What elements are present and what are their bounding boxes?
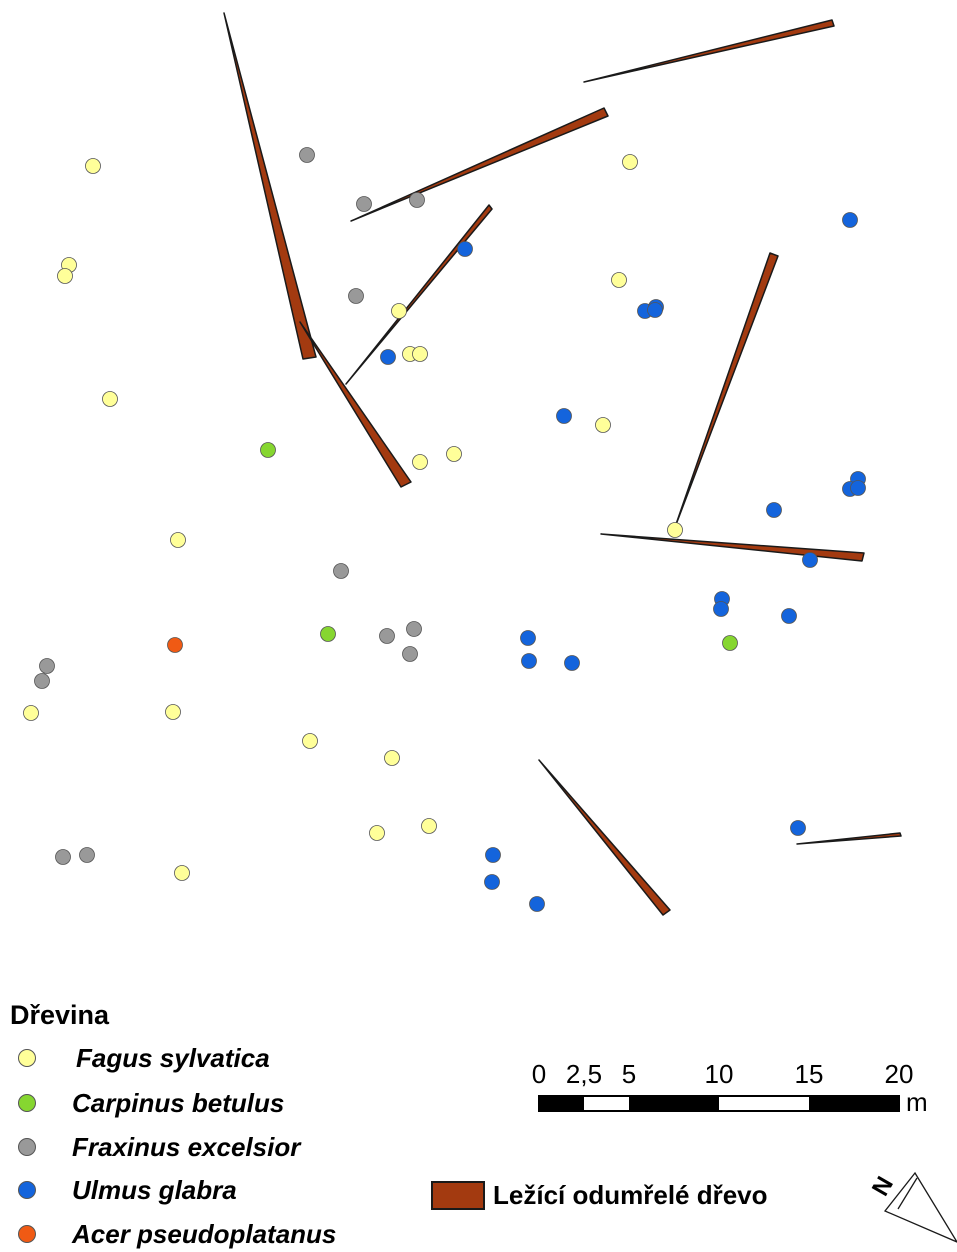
tree-point-fagus: [369, 825, 385, 841]
scale-unit-label: m: [906, 1087, 928, 1117]
tree-point-carpinus: [722, 635, 738, 651]
tree-point-fagus: [23, 705, 39, 721]
scale-bar-segment: [584, 1096, 629, 1111]
tree-point-fagus: [384, 750, 400, 766]
scale-bar-segment: [629, 1096, 719, 1111]
deadwood-swatch-icon: [431, 1181, 485, 1210]
tree-point-fraxinus: [356, 196, 372, 212]
tree-point-ulmus: [766, 502, 782, 518]
deadwood-log: [350, 107, 609, 222]
fagus-swatch-icon: [18, 1049, 36, 1067]
deadwood-log: [223, 12, 317, 360]
tree-point-fraxinus: [409, 192, 425, 208]
tree-point-fraxinus: [34, 673, 50, 689]
tree-point-fraxinus: [402, 646, 418, 662]
deadwood-label: Ležící odumřelé dřevo: [493, 1180, 768, 1210]
tree-point-ulmus: [380, 349, 396, 365]
legend-label: Acer pseudoplatanus: [72, 1218, 337, 1249]
tree-point-ulmus: [529, 896, 545, 912]
tree-point-fagus: [446, 446, 462, 462]
tree-point-fraxinus: [39, 658, 55, 674]
tree-point-carpinus: [320, 626, 336, 642]
tree-point-fagus: [667, 522, 683, 538]
scale-bar-segment: [809, 1096, 899, 1111]
tree-point-ulmus: [713, 601, 729, 617]
tree-point-fagus: [102, 391, 118, 407]
tree-point-ulmus: [564, 655, 580, 671]
tree-point-fagus: [595, 417, 611, 433]
acer-swatch-icon: [18, 1225, 36, 1243]
tree-point-fagus: [174, 865, 190, 881]
tree-point-ulmus: [457, 241, 473, 257]
scale-tick-label: 0: [532, 1059, 546, 1089]
north-label: N: [867, 1172, 899, 1201]
legend-label: Fagus sylvatica: [76, 1042, 270, 1073]
legend-label: Fraxinus excelsior: [72, 1131, 301, 1162]
tree-point-fraxinus: [55, 849, 71, 865]
ulmus-swatch-icon: [18, 1181, 36, 1199]
deadwood-log: [583, 19, 835, 83]
legend-label: Ulmus glabra: [72, 1174, 237, 1205]
legend-item-acer: Acer pseudoplatanus: [18, 1218, 336, 1250]
tree-point-fagus: [412, 346, 428, 362]
fraxinus-swatch-icon: [18, 1138, 36, 1156]
tree-point-fraxinus: [333, 563, 349, 579]
tree-point-ulmus: [521, 653, 537, 669]
legend-label: Carpinus betulus: [72, 1087, 285, 1118]
tree-point-ulmus: [556, 408, 572, 424]
tree-point-ulmus: [802, 552, 818, 568]
legend-item-deadwood: Ležící odumřelé dřevo: [431, 1180, 768, 1211]
scale-bar-segment: [539, 1096, 584, 1111]
tree-point-fagus: [622, 154, 638, 170]
legend-item-fagus: Fagus sylvatica: [18, 1042, 270, 1074]
tree-point-ulmus: [485, 847, 501, 863]
tree-point-carpinus: [260, 442, 276, 458]
legend-item-ulmus: Ulmus glabra: [18, 1174, 237, 1206]
deadwood-log: [345, 204, 493, 385]
deadwood-log: [600, 533, 865, 562]
tree-point-fagus: [302, 733, 318, 749]
legend-title: Dřevina: [10, 1000, 110, 1030]
tree-point-ulmus: [842, 212, 858, 228]
deadwood-log: [538, 759, 671, 916]
tree-point-fraxinus: [348, 288, 364, 304]
tree-points-layer: [23, 147, 866, 912]
tree-point-ulmus: [647, 302, 663, 318]
tree-point-fraxinus: [79, 847, 95, 863]
scale-bar: 0 2,5 5 10 15 20m: [532, 1059, 928, 1117]
tree-point-ulmus: [520, 630, 536, 646]
scale-bar-segment: [719, 1096, 809, 1111]
deadwood-log: [673, 252, 779, 531]
tree-point-fraxinus: [379, 628, 395, 644]
tree-point-fagus: [611, 272, 627, 288]
tree-point-fagus: [421, 818, 437, 834]
legend-item-carpinus: Carpinus betulus: [18, 1087, 284, 1119]
tree-point-ulmus: [484, 874, 500, 890]
scale-tick-label: 20: [885, 1059, 914, 1089]
tree-point-fagus: [391, 303, 407, 319]
scale-tick-label: 10: [705, 1059, 734, 1089]
deadwood-log: [796, 832, 902, 845]
tree-point-ulmus: [781, 608, 797, 624]
tree-point-fagus: [57, 268, 73, 284]
carpinus-swatch-icon: [18, 1094, 36, 1112]
deadwood-log: [299, 321, 412, 488]
scale-tick-label: 15: [795, 1059, 824, 1089]
legend-item-fraxinus: Fraxinus excelsior: [18, 1131, 300, 1163]
tree-point-fagus: [412, 454, 428, 470]
deadwood-layer: [223, 12, 902, 916]
tree-point-acer: [167, 637, 183, 653]
scale-tick-label: 5: [622, 1059, 636, 1089]
scale-tick-label: 2,5: [566, 1059, 602, 1089]
tree-point-fagus: [165, 704, 181, 720]
scale-bar-outline: [538, 1095, 900, 1112]
tree-point-fraxinus: [406, 621, 422, 637]
north-arrow-icon: N: [867, 1171, 957, 1243]
tree-point-fraxinus: [299, 147, 315, 163]
tree-point-ulmus: [850, 480, 866, 496]
tree-point-ulmus: [790, 820, 806, 836]
tree-point-fagus: [85, 158, 101, 174]
tree-point-fagus: [170, 532, 186, 548]
